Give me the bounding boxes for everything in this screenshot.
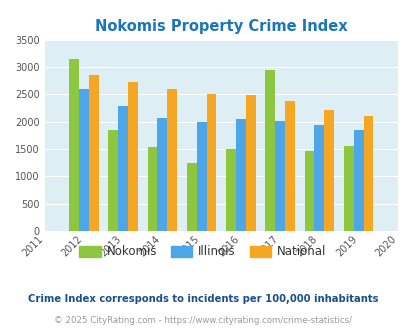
Bar <box>118 106 128 231</box>
Bar <box>128 82 138 231</box>
Text: Crime Index corresponds to incidents per 100,000 inhabitants: Crime Index corresponds to incidents per… <box>28 294 377 304</box>
Text: © 2025 CityRating.com - https://www.cityrating.com/crime-statistics/: © 2025 CityRating.com - https://www.city… <box>54 315 351 325</box>
Bar <box>284 101 294 231</box>
Title: Nokomis Property Crime Index: Nokomis Property Crime Index <box>95 19 347 34</box>
Bar <box>196 122 206 231</box>
Bar <box>275 121 284 231</box>
Bar <box>245 95 255 231</box>
Bar <box>324 110 333 231</box>
Bar <box>206 94 216 231</box>
Bar <box>265 70 275 231</box>
Bar <box>186 163 196 231</box>
Bar <box>69 59 79 231</box>
Bar <box>167 89 177 231</box>
Bar <box>343 146 353 231</box>
Legend: Nokomis, Illinois, National: Nokomis, Illinois, National <box>75 241 330 263</box>
Bar <box>89 75 98 231</box>
Bar <box>304 150 314 231</box>
Bar <box>157 118 167 231</box>
Bar <box>353 130 362 231</box>
Bar <box>147 147 157 231</box>
Bar <box>362 115 373 231</box>
Bar <box>235 119 245 231</box>
Bar <box>314 125 324 231</box>
Bar <box>226 149 235 231</box>
Bar <box>108 130 118 231</box>
Bar <box>79 89 89 231</box>
